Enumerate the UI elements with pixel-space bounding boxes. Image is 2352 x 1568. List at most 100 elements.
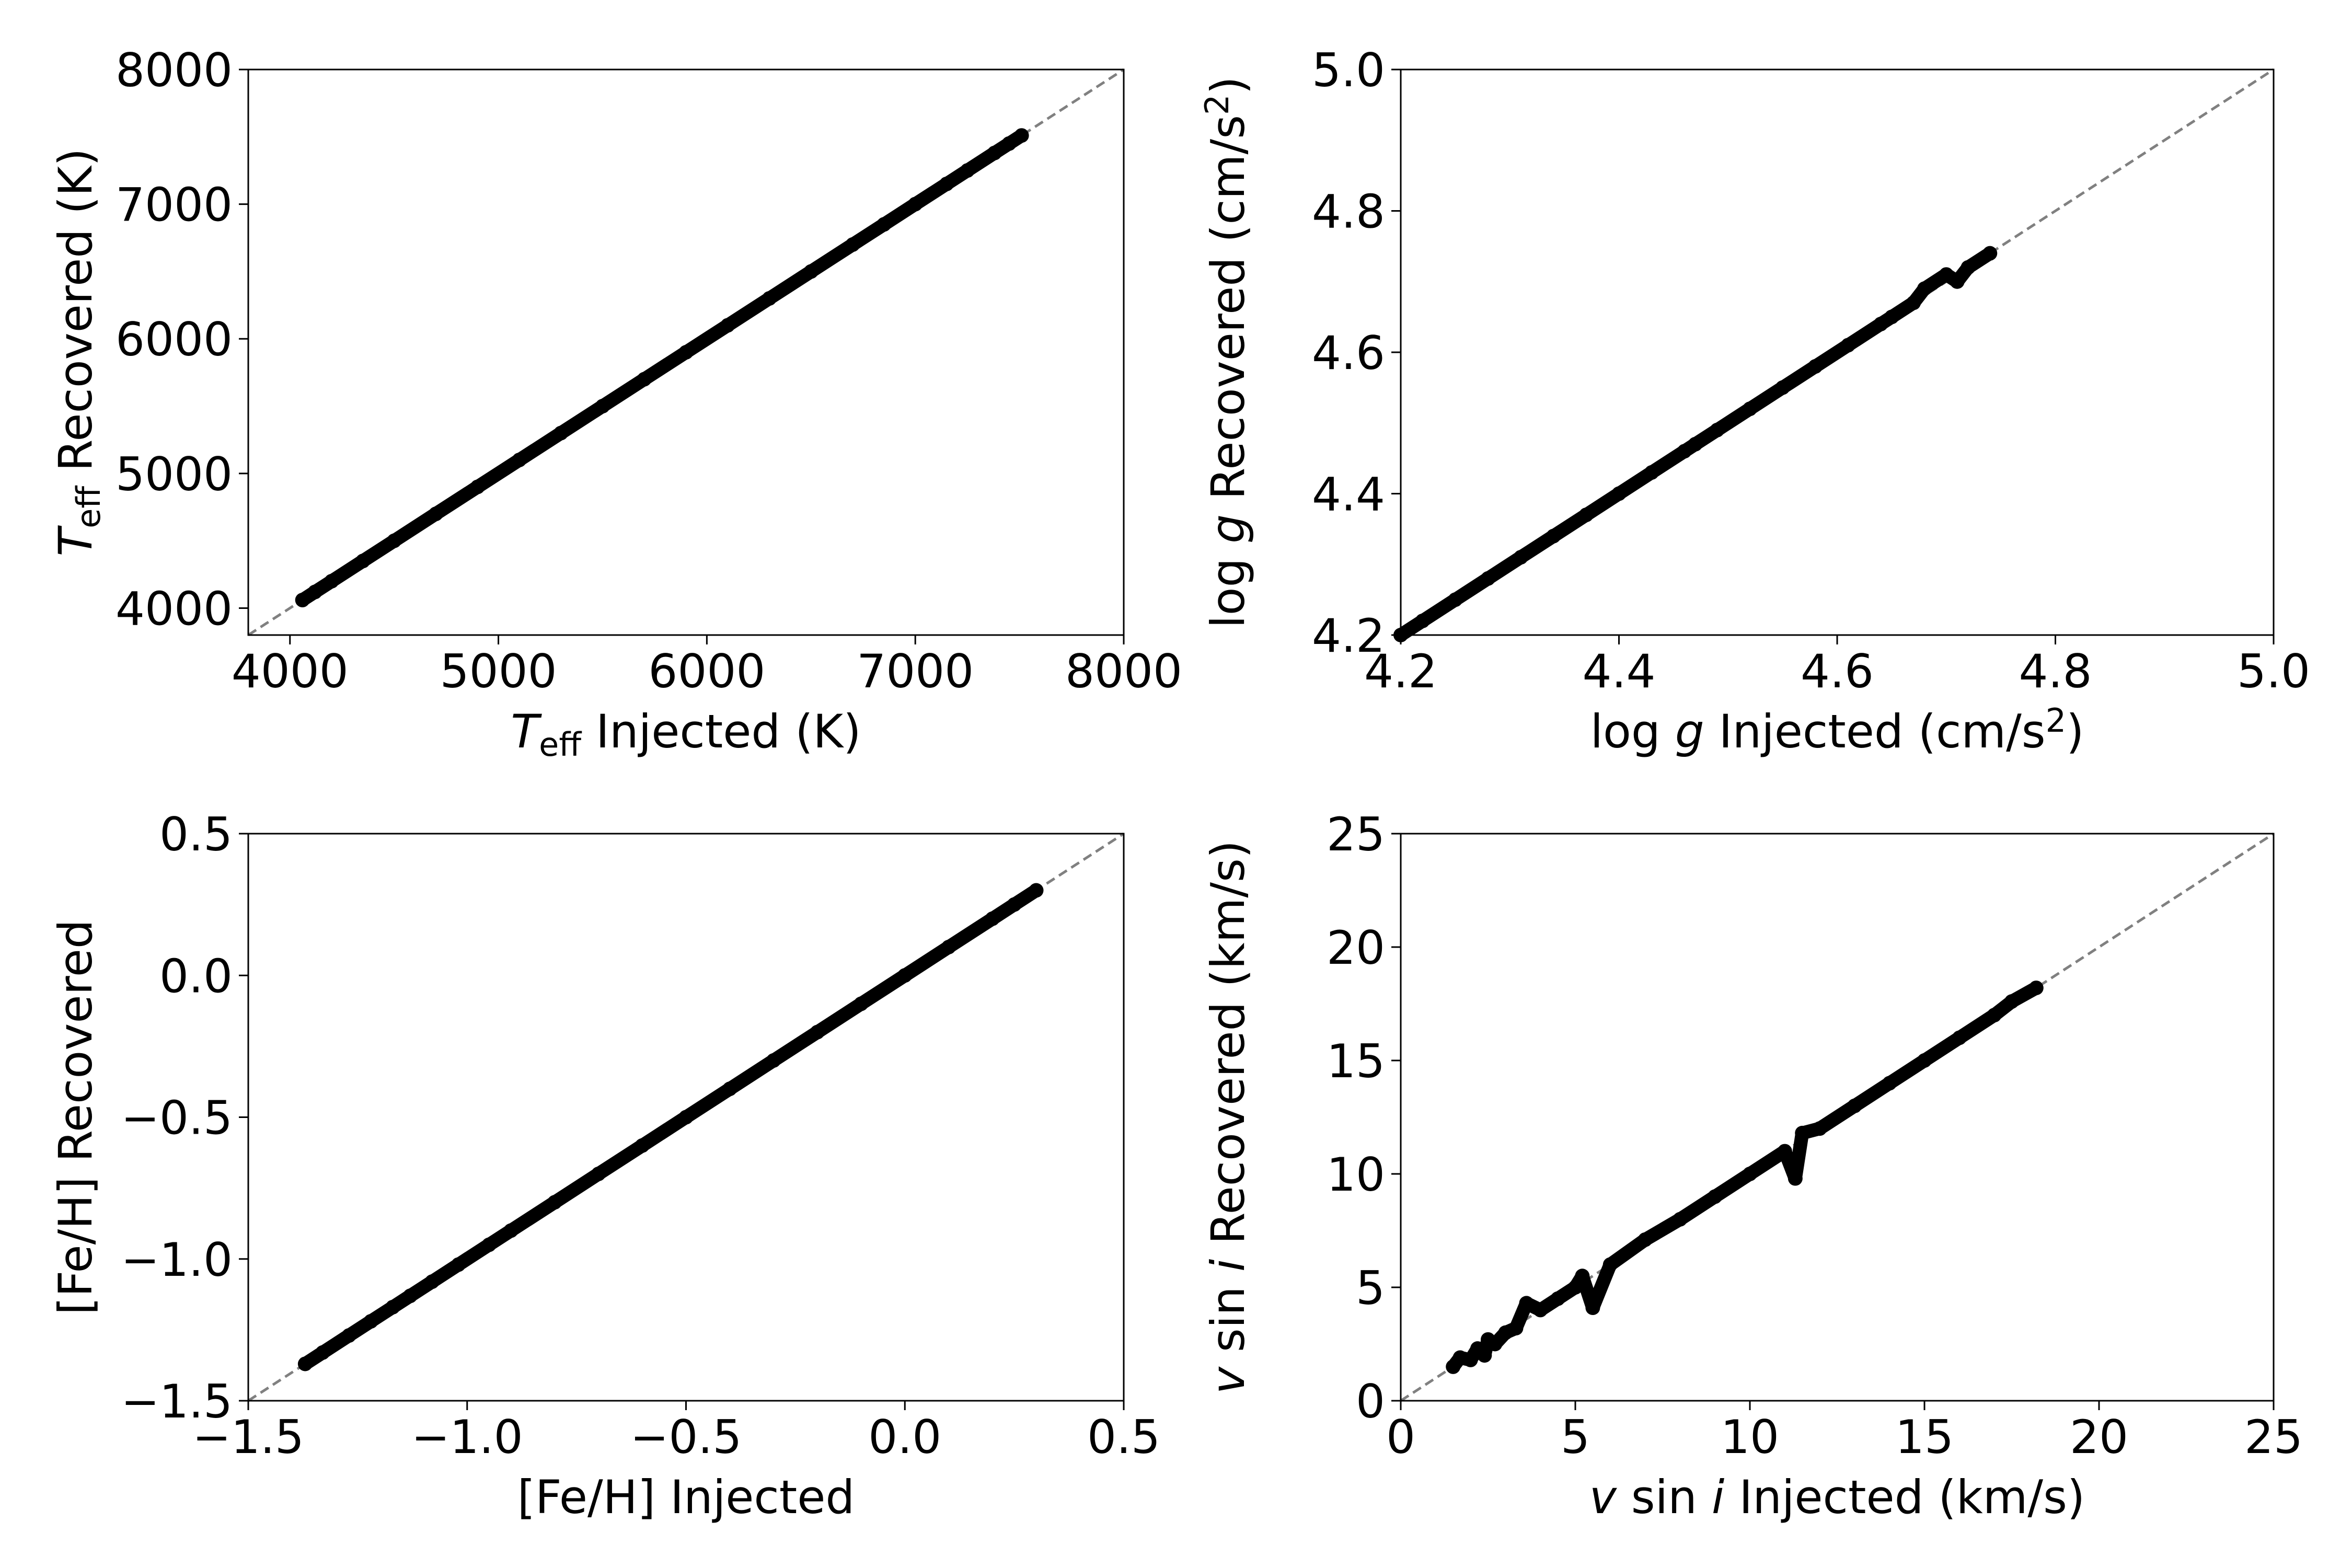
teff-x-axis-label: Teff Injected (K) xyxy=(511,705,861,764)
feh-y-tick-label: 0.0 xyxy=(159,949,233,1003)
logg-data-point xyxy=(1884,309,1899,325)
teff-data-point xyxy=(295,593,310,608)
logg-y-tick-label: 5.0 xyxy=(1312,43,1385,97)
feh-data-point xyxy=(503,1223,518,1238)
vsini-x-tick-label: 15 xyxy=(1895,1410,1954,1464)
vsini-data-point xyxy=(1568,1280,1583,1295)
vsini-panel: 0 5 10 15 20 25 0 5 10 15 20 25 v sin i Injected (km… xyxy=(1201,808,2303,1524)
teff-data-point xyxy=(987,145,1002,160)
vsini-data-point xyxy=(1575,1269,1590,1284)
feh-x-tick-label: 0.5 xyxy=(1087,1410,1160,1464)
vsini-data-point xyxy=(1533,1302,1548,1318)
teff-data-point xyxy=(428,506,443,522)
vsini-y-tick-label: 25 xyxy=(1327,808,1385,861)
teff-axes-frame xyxy=(247,68,1125,636)
feh-data-point xyxy=(591,1167,606,1181)
feh-x-tick-label: −1.5 xyxy=(192,1410,304,1464)
teff-data-point xyxy=(803,264,818,279)
teff-x-tick-label: 8000 xyxy=(1065,644,1182,698)
teff-y-tick-label: 8000 xyxy=(116,43,233,97)
teff-x-tick-label: 5000 xyxy=(440,644,557,698)
feh-x-tick-label: −0.5 xyxy=(630,1410,742,1464)
logg-data-point xyxy=(1578,508,1594,523)
logg-data-point xyxy=(1743,401,1757,417)
logg-data-point xyxy=(1710,422,1725,437)
logg-data-point xyxy=(1808,359,1823,374)
teff-data-point xyxy=(512,453,527,468)
teff-data-point xyxy=(387,533,402,548)
teff-data-point xyxy=(554,425,569,441)
feh-y-tick-label: −1.0 xyxy=(121,1233,233,1287)
vsini-axes-frame xyxy=(1400,833,2275,1402)
feh-data-point xyxy=(297,1356,313,1371)
logg-data-point xyxy=(1448,592,1463,607)
logg-y-tick-label: 4.8 xyxy=(1312,185,1385,239)
feh-data-point xyxy=(941,940,956,954)
vsini-x-tick-label: 5 xyxy=(1561,1410,1590,1464)
vsini-y-axis-label: v sin i Recovered (km/s) xyxy=(1201,840,1255,1394)
teff-x-tick-label: 7000 xyxy=(857,644,974,698)
logg-data-point xyxy=(1873,316,1888,331)
vsini-data-point xyxy=(1463,1352,1478,1367)
feh-data-point xyxy=(315,1345,330,1360)
teff-y-tick-label: 7000 xyxy=(116,178,233,232)
feh-x-tick-label: 0.0 xyxy=(868,1410,941,1464)
logg-data-point xyxy=(1481,571,1495,586)
teff-data-point xyxy=(762,291,777,306)
feh-data-point xyxy=(854,996,869,1011)
feh-x-tick-label: −1.0 xyxy=(411,1410,523,1464)
teff-data-point xyxy=(470,479,485,494)
vsini-data-point xyxy=(1508,1321,1524,1336)
logg-x-axis-label: log g Injected (cm/s2) xyxy=(1590,701,2084,758)
feh-y-tick-label: −1.5 xyxy=(121,1375,233,1428)
logg-data-point xyxy=(1906,295,1921,310)
teff-data-point xyxy=(324,573,339,589)
vsini-data-point xyxy=(1917,1053,1932,1068)
vsini-data-point xyxy=(1777,1144,1792,1159)
logg-x-tick-label: 4.4 xyxy=(1583,644,1656,698)
logg-x-tick-label: 5.0 xyxy=(2237,644,2310,698)
feh-y-axis-label: [Fe/H] Recovered xyxy=(49,919,102,1315)
logg-panel: 4.2 4.4 4.6 4.8 5.0 4.2 4.4 4.6 4.8 5.0 log g Inje… xyxy=(1198,43,2310,758)
feh-panel: −1.5 −1.0 −0.5 0.0 0.5 −1.5 −1.0 −0.5 0.0 0.5 [Fe/… xyxy=(49,808,1160,1524)
teff-y-tick-label: 4000 xyxy=(116,582,233,636)
feh-data-point xyxy=(363,1314,378,1329)
teff-data-point xyxy=(877,217,892,232)
vsini-data-point xyxy=(1585,1300,1600,1316)
vsini-data-point xyxy=(1602,1257,1618,1272)
teff-data-point xyxy=(939,176,954,191)
feh-data-point xyxy=(1007,897,1022,912)
teff-data-point xyxy=(637,372,652,387)
teff-data-point xyxy=(595,399,610,414)
vsini-data-point xyxy=(1952,1030,1967,1045)
teff-x-tick-label: 6000 xyxy=(648,644,765,698)
vsini-data-point xyxy=(1673,1212,1688,1227)
vsini-data-point xyxy=(1795,1125,1810,1140)
teff-data-point xyxy=(1014,128,1029,143)
feh-data-point xyxy=(897,968,913,983)
feh-data-point xyxy=(810,1024,825,1040)
logg-data-point xyxy=(1611,486,1627,501)
logg-data-point xyxy=(1775,380,1790,395)
feh-y-tick-label: 0.5 xyxy=(159,808,233,861)
vsini-data-point xyxy=(1788,1171,1803,1186)
logg-data-point xyxy=(1677,444,1692,459)
logg-data-point xyxy=(1415,613,1430,628)
logg-data-point xyxy=(1688,436,1703,452)
teff-data-point xyxy=(678,345,694,360)
teff-x-tick-label: 4000 xyxy=(232,644,349,698)
vsini-y-tick-label: 10 xyxy=(1327,1148,1385,1202)
logg-data-point xyxy=(1939,267,1954,282)
logg-x-tick-label: 4.8 xyxy=(2019,644,2092,698)
logg-x-tick-label: 4.2 xyxy=(1364,644,1437,698)
logg-data-point xyxy=(1513,550,1528,565)
feh-data-point xyxy=(385,1299,400,1315)
teff-y-tick-label: 6000 xyxy=(116,313,233,366)
logg-data-point xyxy=(1546,528,1561,544)
vsini-data-point xyxy=(1477,1348,1492,1363)
vsini-data-point xyxy=(1882,1076,1897,1091)
teff-data-point xyxy=(307,584,322,599)
vsini-y-tick-label: 15 xyxy=(1327,1034,1385,1088)
vsini-data-point xyxy=(2028,981,2044,996)
